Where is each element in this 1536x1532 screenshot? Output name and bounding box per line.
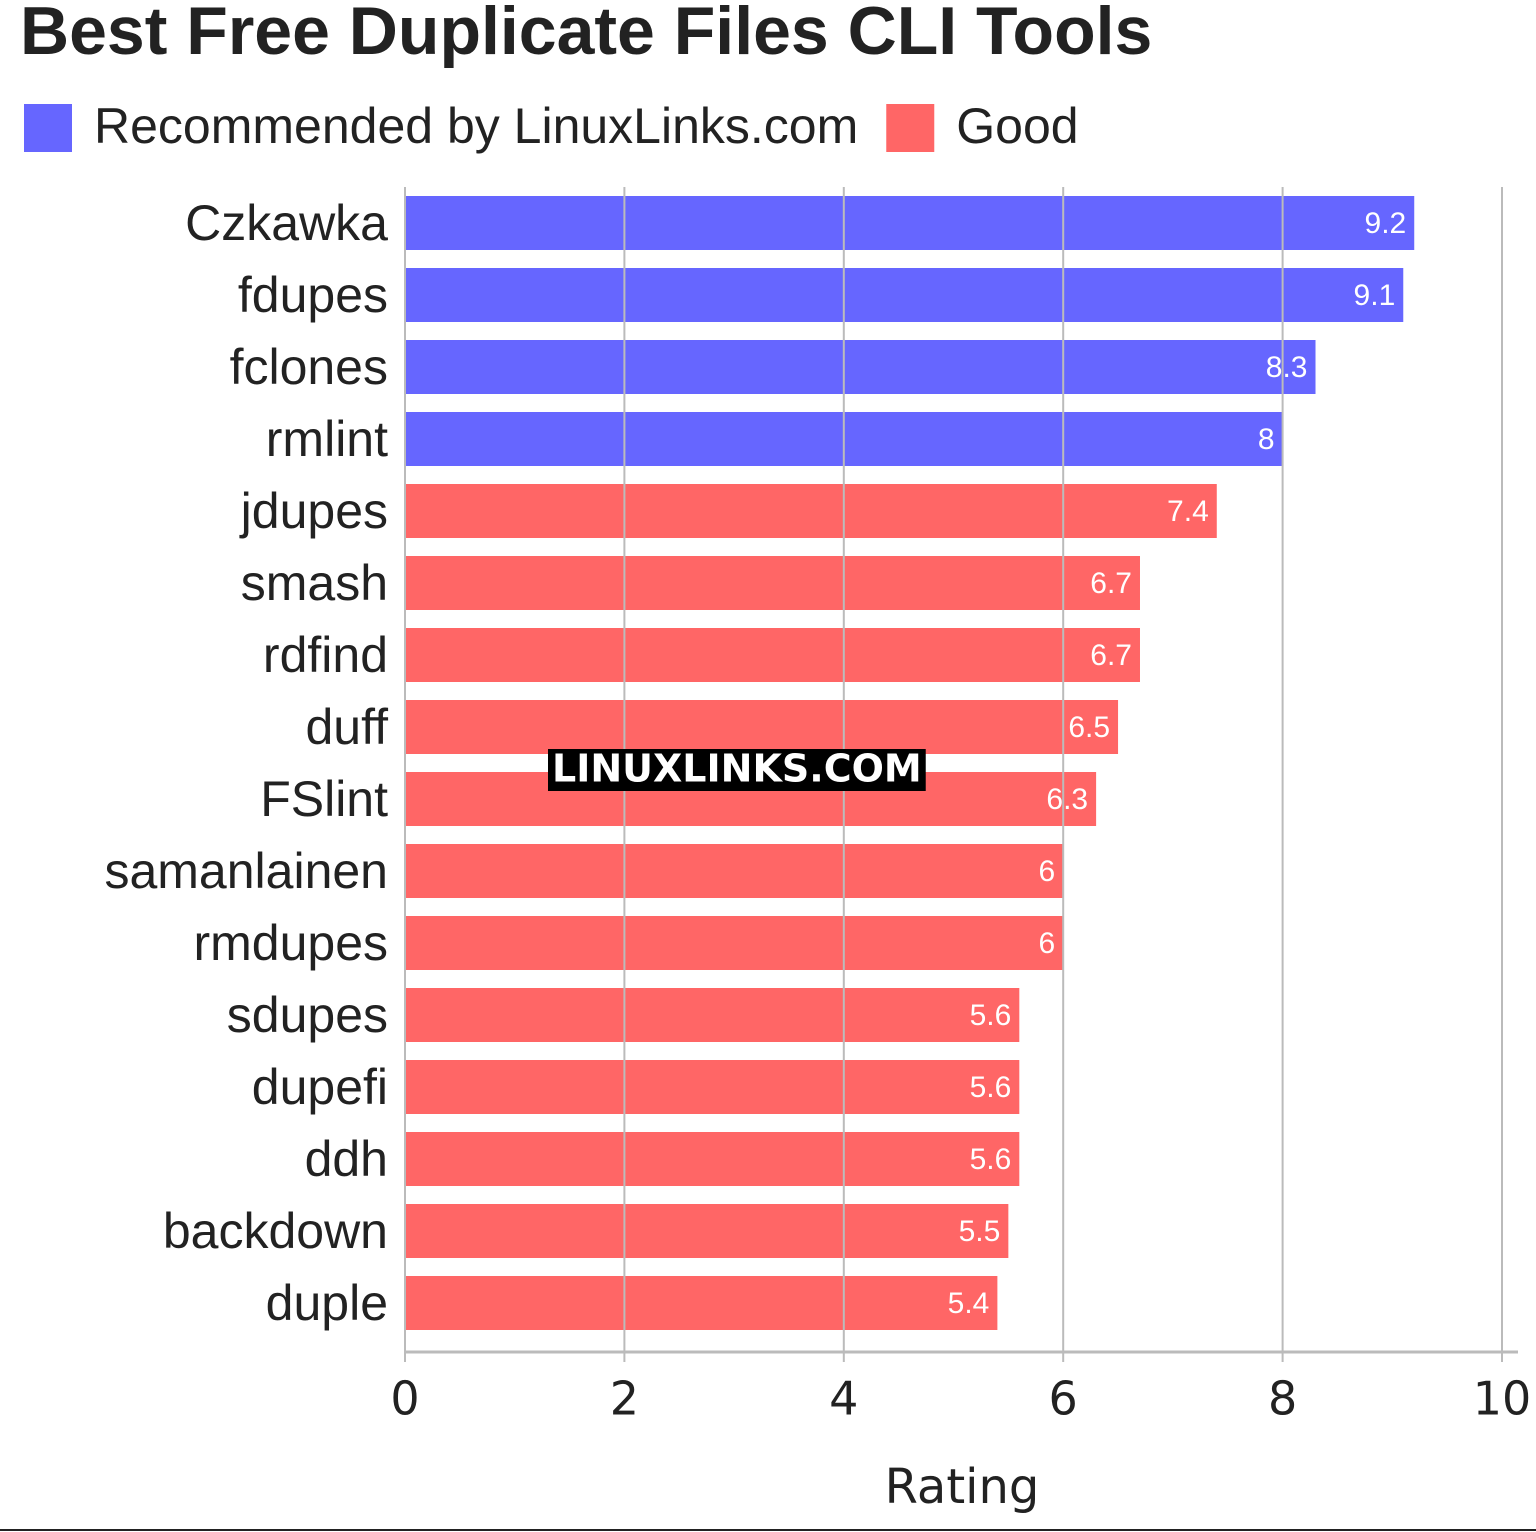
bar: [405, 1132, 1020, 1186]
chart-title: Best Free Duplicate Files CLI Tools: [20, 0, 1152, 69]
value-label: 6.3: [1046, 783, 1088, 816]
bar: [405, 1276, 998, 1330]
x-tick-label: 8: [1268, 1372, 1297, 1426]
y-tick-label: fclones: [230, 339, 388, 395]
legend-swatch: [886, 104, 935, 152]
y-tick-label: rmlint: [266, 411, 388, 467]
y-tick-label: samanlainen: [104, 843, 388, 899]
y-tick-label: smash: [241, 555, 388, 611]
bars: 9.2 9.1 8.3 8 7.4 6.7 6.7 6.5 6.3 6 6 5.6 5.6 5.6 5.5 5…: [405, 196, 1415, 1330]
value-label: 7.4: [1167, 495, 1209, 528]
legend-label: Recommended by LinuxLinks.com: [94, 98, 858, 154]
y-tick-label: fdupes: [238, 267, 388, 323]
x-axis-label: Rating: [885, 1459, 1040, 1515]
x-tick-label: 6: [1049, 1372, 1078, 1426]
bar: [405, 1204, 1009, 1258]
bar: [405, 988, 1020, 1042]
value-label: 6: [1039, 855, 1056, 888]
value-label: 5.6: [970, 1143, 1012, 1176]
bar: [405, 196, 1415, 250]
x-tick-label: 2: [610, 1372, 639, 1426]
watermark-bg: [548, 749, 926, 791]
bar: [405, 556, 1140, 610]
bar: [405, 916, 1064, 970]
value-label: 6.7: [1090, 567, 1132, 600]
bar: [405, 268, 1404, 322]
y-tick-label: Czkawka: [185, 195, 388, 251]
y-tick-label: FSlint: [260, 771, 388, 827]
value-label: 8.3: [1266, 351, 1308, 384]
watermark: LINUXLINKS.COM: [552, 747, 922, 791]
bar: [405, 484, 1217, 538]
value-label: 5.5: [959, 1215, 1001, 1248]
bar: [405, 700, 1119, 754]
value-label: 6.5: [1068, 711, 1110, 744]
x-tick-label: 10: [1473, 1372, 1532, 1426]
x-tick-label: 0: [390, 1372, 419, 1426]
value-label: 9.2: [1365, 207, 1407, 240]
value-label: 5.6: [970, 1071, 1012, 1104]
value-label: 8: [1258, 423, 1275, 456]
legend-swatch: [24, 104, 72, 152]
value-label: 5.4: [948, 1287, 990, 1320]
y-tick-label: sdupes: [227, 987, 388, 1043]
value-label: 9.1: [1354, 279, 1396, 312]
y-tick-label: dupefi: [252, 1059, 388, 1115]
value-label: 6: [1039, 927, 1056, 960]
bar: [405, 844, 1064, 898]
x-tick-label: 4: [829, 1372, 858, 1426]
bar: [405, 1060, 1020, 1114]
y-tick-label: jdupes: [239, 483, 388, 539]
y-tick-label: rdfind: [263, 627, 388, 683]
y-tick-label: rmdupes: [193, 915, 388, 971]
value-label: 5.6: [970, 999, 1012, 1032]
bar: [405, 340, 1316, 394]
legend-label: Good: [956, 98, 1078, 154]
y-tick-label: ddh: [305, 1131, 388, 1187]
value-label: 6.7: [1090, 639, 1132, 672]
y-tick-label: backdown: [163, 1203, 388, 1259]
y-tick-label: duff: [306, 699, 389, 755]
y-tick-label: duple: [266, 1275, 388, 1331]
bar: [405, 628, 1140, 682]
